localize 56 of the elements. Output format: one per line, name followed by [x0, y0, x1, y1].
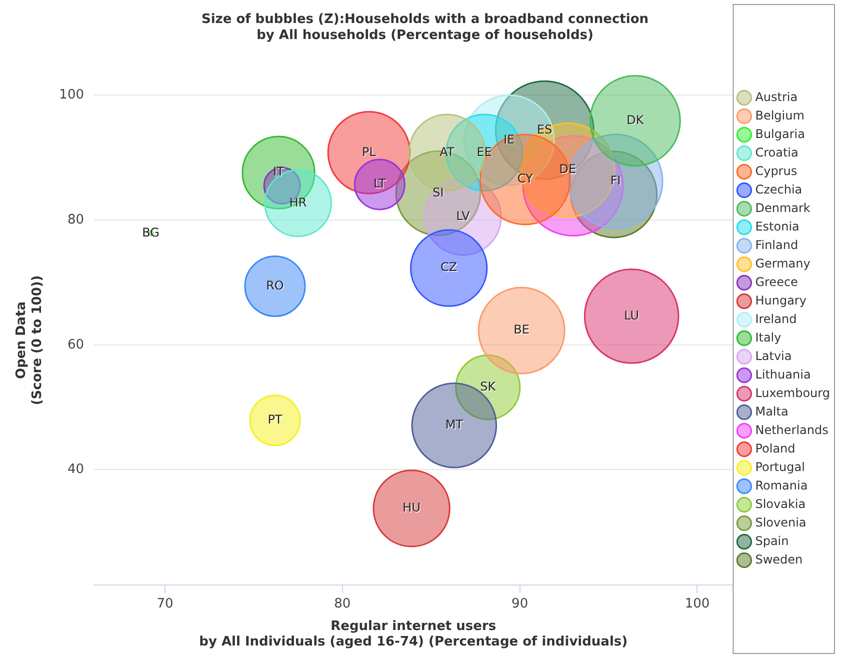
annotation: CZ [441, 261, 458, 276]
legend-label: Finland [755, 238, 798, 252]
annotation: HU [403, 501, 422, 516]
y-axis-title: Open Data (Score (0 to 100)) [14, 275, 45, 406]
annotation: RO [266, 279, 285, 294]
x-axis-title: Regular internet users by All Individuals (aged 16-74) (Percentage of individuals) [199, 618, 628, 650]
annotation: PT [268, 413, 284, 428]
annotation: SK [480, 380, 498, 394]
x-tick-label: 80 [334, 596, 351, 612]
annotation: HR [290, 196, 308, 210]
legend-label: Malta [755, 404, 788, 418]
annotation: ES [538, 123, 554, 138]
x-tick-label: 90 [512, 596, 528, 612]
y-tick-label: 60 [67, 337, 84, 352]
legend-label: Estonia [755, 219, 800, 234]
annotation: DK [627, 114, 646, 128]
legend-label: Spain [755, 534, 789, 548]
legend-label: Bulgaria [755, 126, 805, 141]
y-tick-label: 80 [67, 212, 84, 228]
legend-label: Lithuania [755, 367, 811, 382]
legend-label: Latvia [755, 348, 792, 363]
legend-label: Romania [755, 478, 808, 492]
annotation: BE [514, 323, 530, 338]
annotation: CY [518, 172, 534, 186]
chart-title: Size of bubbles (Z):Households with a broadband connection by All households (Percentage of households) [201, 12, 649, 43]
y-tick-label: 100 [59, 88, 84, 103]
legend-label: Cyprus [755, 164, 798, 178]
legend-label: Italy [755, 330, 782, 344]
annotation: MT [446, 418, 464, 432]
legend-label: Slovenia [755, 515, 806, 530]
legend-label: Poland [755, 441, 796, 456]
annotation: LT [374, 177, 388, 192]
legend-label: Greece [755, 274, 798, 289]
y-tick-label: 40 [67, 462, 84, 478]
legend-label: Luxembourg [755, 386, 830, 400]
annotation: FI [610, 173, 621, 188]
legend-label: Sweden [755, 552, 803, 566]
legend-label: Czechia [755, 182, 802, 196]
annotation: PL [362, 146, 378, 160]
annotation: DE [560, 163, 577, 178]
annotation: LV [457, 210, 472, 224]
annotation: AT [440, 146, 456, 160]
legend-label: Netherlands [755, 422, 828, 437]
legend-label: Slovakia [755, 496, 806, 511]
x-tick-label: 100 [684, 596, 710, 612]
legend-label: Belgium [755, 108, 804, 122]
annotation: SI [433, 186, 445, 200]
legend-label: Portugal [755, 460, 805, 474]
legend-label: Austria [755, 90, 798, 104]
legend-label: Ireland [755, 312, 797, 326]
legend-label: Germany [755, 256, 810, 270]
annotation: LU [624, 309, 640, 324]
legend-label: Denmark [755, 200, 810, 215]
legend-label: Hungary [755, 293, 806, 308]
x-tick-label: 70 [156, 596, 174, 612]
legend-label: Croatia [755, 145, 798, 160]
